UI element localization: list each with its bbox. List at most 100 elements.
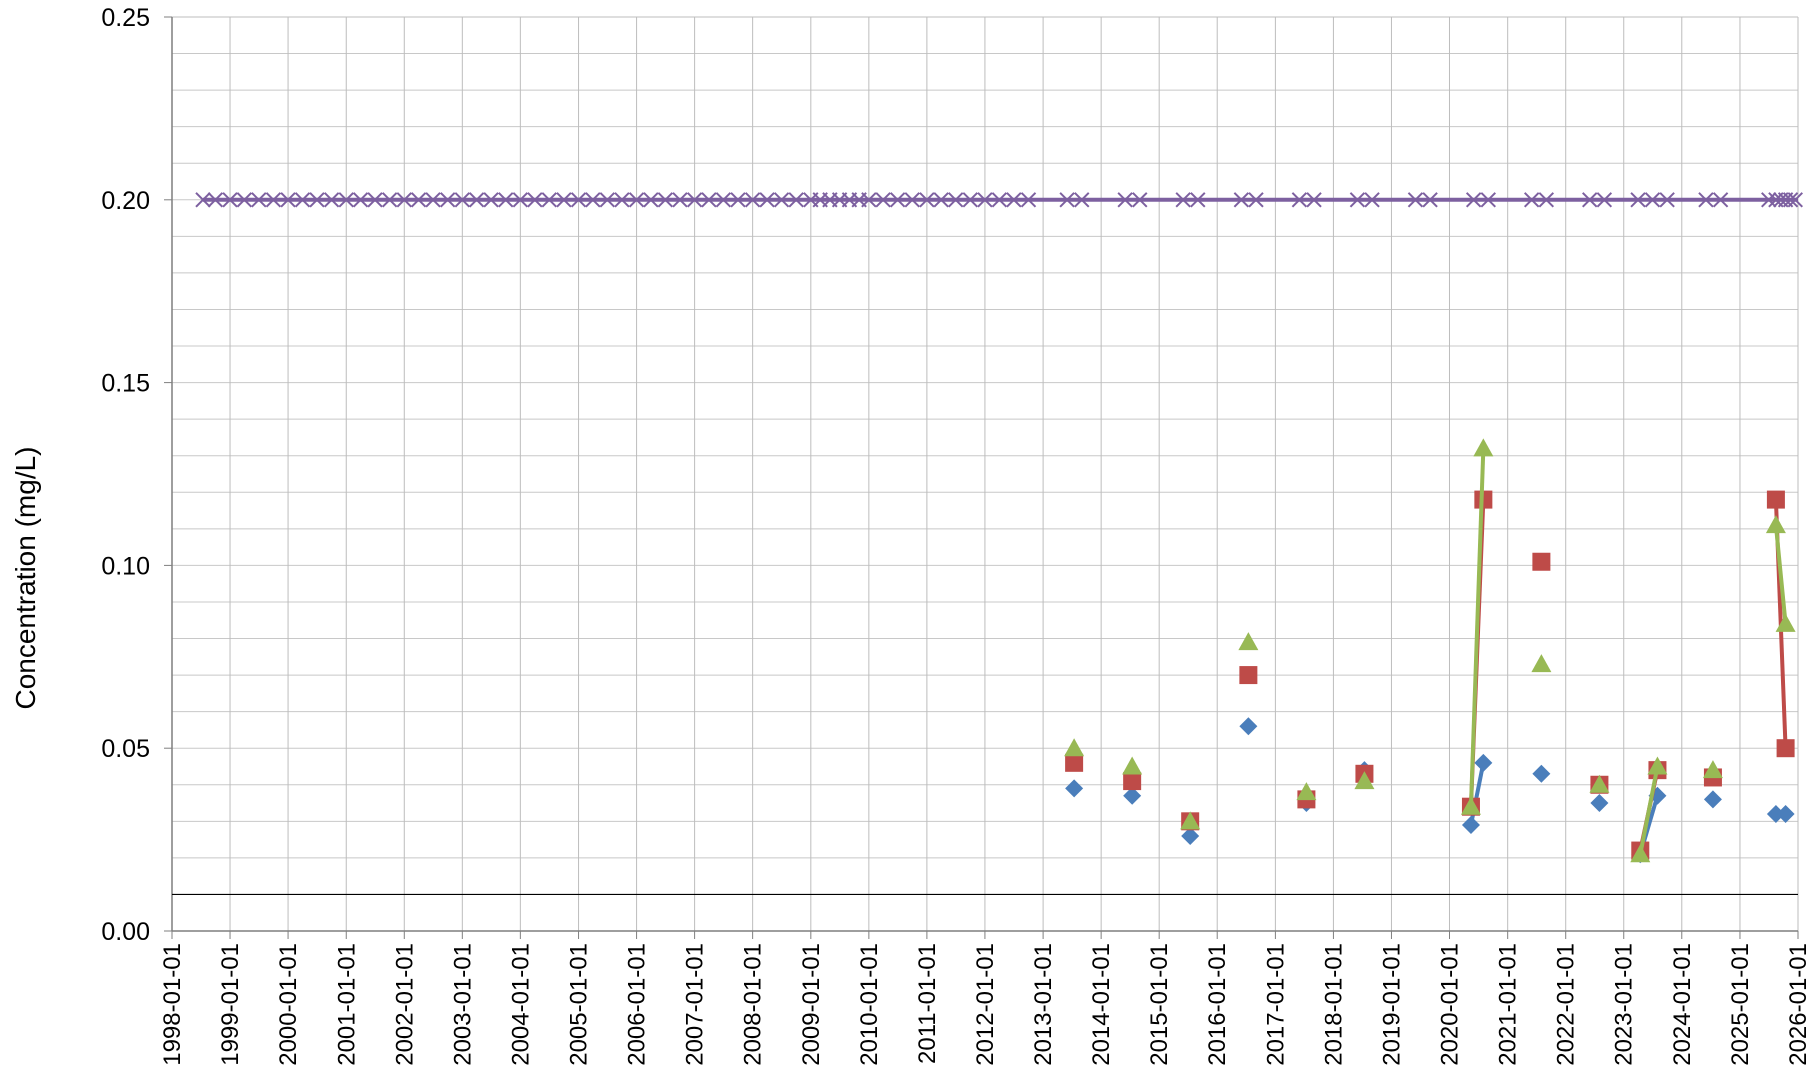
x-marker-stroke [1006, 192, 1022, 208]
x-marker-stroke [439, 192, 456, 208]
y-tick-label: 0.05 [101, 735, 150, 763]
y-axis-label: Concentration (mg/L) [10, 446, 41, 709]
x-marker-stroke [861, 192, 877, 208]
x-marker-stroke [788, 192, 804, 208]
x-marker [1659, 192, 1675, 208]
x-marker-stroke [1538, 192, 1555, 208]
x-marker [1349, 192, 1366, 208]
x-tick-label: 2021-01-01 [1495, 943, 1522, 1066]
triangle-marker [1238, 632, 1259, 651]
x-marker-stroke [889, 192, 906, 208]
x-tick-label: 2015-01-01 [1146, 943, 1173, 1066]
x-marker [1422, 192, 1438, 208]
x-marker [323, 192, 340, 208]
triangle-marker [1702, 760, 1723, 779]
x-marker-stroke [367, 192, 383, 208]
x-marker-stroke [236, 192, 253, 208]
x-marker-stroke [686, 192, 703, 208]
x-marker [483, 192, 499, 208]
x-tick-label: 2007-01-01 [682, 943, 709, 1066]
x-marker-stroke [454, 192, 471, 208]
x-tick-label: 2002-01-01 [391, 943, 418, 1066]
x-marker [1248, 192, 1264, 208]
x-marker [686, 192, 703, 208]
triangle-marker [1473, 438, 1494, 457]
x-marker [1644, 192, 1661, 208]
x-marker-stroke [1698, 192, 1714, 208]
x-marker [251, 192, 267, 208]
x-marker [454, 192, 471, 208]
x-marker-stroke [875, 192, 891, 208]
x-marker-stroke [1596, 192, 1613, 208]
x-marker [614, 192, 630, 208]
square-marker [1065, 753, 1084, 772]
diamond-marker [1065, 779, 1084, 798]
x-tick-label: 2024-01-01 [1669, 943, 1696, 1066]
x-marker-stroke [744, 192, 761, 208]
x-marker [1630, 192, 1646, 208]
x-tick-label: 2012-01-01 [972, 943, 999, 1066]
x-marker [773, 192, 790, 208]
x-marker-stroke [1020, 192, 1037, 208]
series-segment [1773, 524, 1788, 625]
x-marker-stroke [425, 192, 441, 208]
x-marker-stroke [1630, 192, 1646, 208]
x-marker-stroke [933, 192, 949, 208]
x-marker [236, 192, 253, 208]
x-marker [410, 192, 427, 208]
x-marker [657, 192, 674, 208]
x-marker-stroke [1291, 192, 1308, 208]
series-triangle [1064, 438, 1796, 863]
y-tick-label: 0.25 [101, 4, 150, 32]
x-marker-stroke [323, 192, 340, 208]
x-marker [788, 192, 804, 208]
x-tick-label: 2016-01-01 [1204, 943, 1231, 1066]
x-marker [352, 192, 369, 208]
x-marker-stroke [222, 192, 238, 208]
x-marker [1190, 192, 1206, 208]
x-marker-stroke [730, 192, 746, 208]
x-tick-label: 2022-01-01 [1553, 943, 1580, 1066]
x-tick-label: 2001-01-01 [333, 943, 360, 1066]
x-marker [527, 192, 543, 208]
square-marker [1123, 772, 1142, 791]
triangle-marker [1531, 654, 1552, 673]
x-marker-stroke [381, 192, 398, 208]
x-tick-label: 2014-01-01 [1088, 943, 1115, 1066]
x-tick-label: 2010-01-01 [856, 943, 883, 1066]
x-marker [861, 192, 877, 208]
x-marker-stroke [1175, 192, 1191, 208]
x-marker-stroke [904, 192, 920, 208]
x-marker-stroke [701, 192, 717, 208]
x-tick-label: 1998-01-01 [159, 943, 186, 1066]
x-marker [1523, 192, 1540, 208]
x-marker-stroke [338, 192, 354, 208]
x-marker-stroke [991, 192, 1008, 208]
x-marker-stroke [1712, 192, 1729, 208]
x-marker [599, 192, 616, 208]
x-marker-stroke [657, 192, 674, 208]
diamond-marker [1703, 790, 1722, 809]
x-marker-stroke [977, 192, 993, 208]
x-marker-stroke [410, 192, 427, 208]
diamond-marker [1532, 764, 1551, 783]
x-marker-stroke [1582, 192, 1598, 208]
x-marker-stroke [1407, 192, 1424, 208]
x-marker [1291, 192, 1308, 208]
x-marker [439, 192, 456, 208]
diamond-marker [1123, 786, 1142, 805]
series-segment [1468, 448, 1486, 807]
x-marker-stroke [1422, 192, 1438, 208]
y-tick-label: 0.00 [101, 918, 150, 946]
triangle-marker [1630, 844, 1651, 863]
series-x [195, 192, 1804, 208]
x-marker-stroke [628, 192, 645, 208]
x-marker-stroke [672, 192, 688, 208]
x-marker [977, 192, 993, 208]
x-tick-label: 2019-01-01 [1378, 943, 1405, 1066]
x-tick-label: 2025-01-01 [1727, 943, 1754, 1066]
x-marker [1538, 192, 1555, 208]
x-marker [1132, 192, 1148, 208]
series-segment [1638, 766, 1660, 855]
